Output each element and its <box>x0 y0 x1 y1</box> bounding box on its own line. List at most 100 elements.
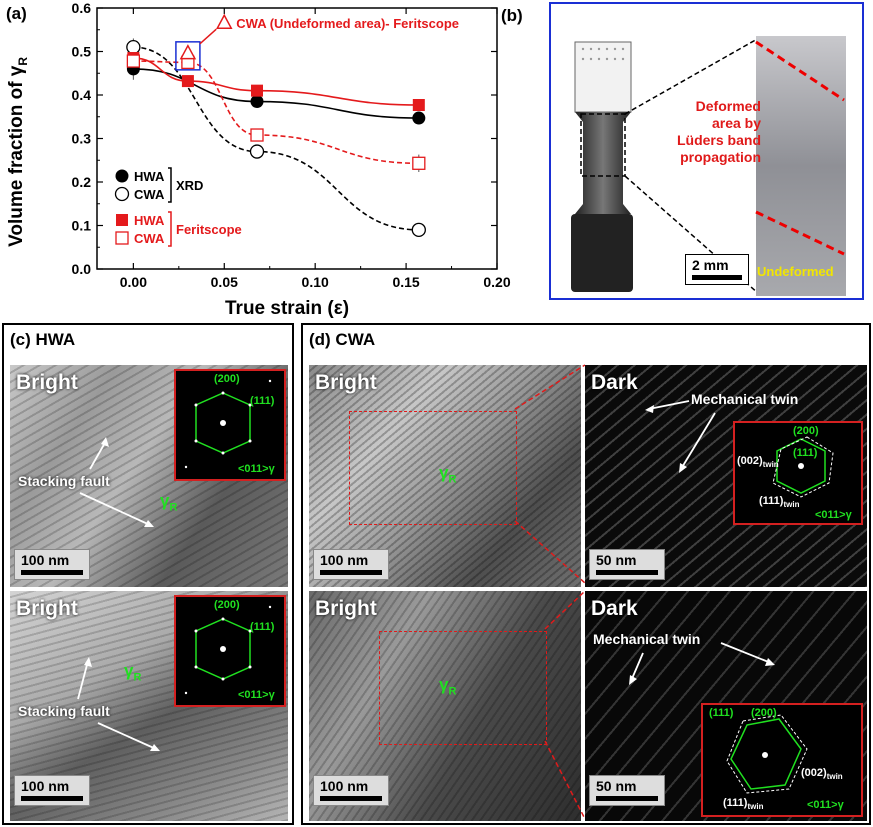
panel-b-scale-text: 2 mm <box>692 257 729 273</box>
hwa-top-zone-axis: <011>γ <box>238 463 275 475</box>
cwa-top-diffraction-inset: (200) (111) (002)twin (111)twin <011>γ <box>733 421 863 525</box>
cwa-bottom-spot-200: (200) <box>751 707 777 719</box>
hwa-bottom-scale-text: 100 nm <box>21 778 70 794</box>
y-tick-label: 0.6 <box>72 0 92 16</box>
series-line-hwa-feritscope <box>133 57 419 106</box>
panel-d-label: (d) CWA <box>309 330 376 349</box>
cwa-top-dark-note: Mechanical twin <box>691 391 799 407</box>
y-tick-label: 0.3 <box>72 131 92 147</box>
cwa-dark-field-top: Dark Mechanical twin 50 nm <box>585 365 867 587</box>
legend-hwa-feritscope-marker <box>116 214 128 226</box>
deformed-line-4: propagation <box>680 149 761 165</box>
hwa-top-scale-text: 100 nm <box>21 552 70 568</box>
series-line-hwa-xrd <box>133 68 419 119</box>
y-tick-label: 0.2 <box>72 174 92 190</box>
legend-xrd-group: XRD <box>176 178 203 193</box>
data-point-cwa-feritscope <box>412 156 426 170</box>
deformed-line-2: area by <box>711 115 761 131</box>
hwa-bottom-mode: Bright <box>16 597 78 620</box>
hwa-top-scale-bar: 100 nm <box>14 549 90 580</box>
cwa-bottom-zone-axis: <011>γ <box>807 799 844 811</box>
legend-feritscope-group: Feritscope <box>176 222 242 237</box>
data-point-cwa-feritscope <box>250 128 264 142</box>
hwa-top-spot-111: (111) <box>250 395 275 407</box>
hwa-top-mode: Bright <box>16 371 78 394</box>
hwa-bottom-zone-axis: <011>γ <box>238 689 275 701</box>
cwa-bright-field-top: Bright γR 100 nm <box>309 365 581 587</box>
undeformed-highlight-box <box>175 41 201 71</box>
cwa-bottom-twin-111: (111)twin <box>723 797 764 812</box>
cwa-bottom-bright-scale-bar: 100 nm <box>313 775 389 806</box>
x-tick-label: 0.10 <box>302 274 329 290</box>
panel-b-scale-line <box>692 275 742 280</box>
legend-hwa-xrd-marker <box>115 169 129 183</box>
x-tick-label: 0.00 <box>120 274 147 290</box>
annotation-text: CWA (Undeformed area)- Feritscope <box>236 16 459 31</box>
x-tick-label: 0.15 <box>392 274 419 290</box>
data-point-cwa-xrd <box>249 144 265 159</box>
y-axis-label-sub: R <box>15 56 30 66</box>
y-tick-label: 0.5 <box>72 44 92 60</box>
hwa-bottom-note: Stacking fault <box>18 703 110 719</box>
data-point-hwa-feritscope <box>251 84 263 97</box>
panel-d: (d) CWA Bright γR 100 nm Dark Mechanical… <box>301 323 871 825</box>
cwa-top-phase: γR <box>439 463 457 486</box>
cwa-bottom-dark-mode: Dark <box>591 597 638 620</box>
legend-xrd-bracket <box>168 167 172 203</box>
cwa-bottom-bright-mode: Bright <box>315 597 377 620</box>
data-point-hwa-xrd <box>250 95 264 109</box>
y-axis-label-holder: Volume fraction of γR <box>0 40 40 280</box>
zoom-line-top <box>624 37 760 115</box>
hwa-bottom-diffraction-inset: (200) (111) <011>γ <box>174 595 286 707</box>
deformed-line-3: Lüders band <box>676 132 761 148</box>
cwa-bottom-spot-111: (111) <box>709 707 734 719</box>
panel-c-label: (c) HWA <box>10 330 76 349</box>
hwa-top-spot-200: (200) <box>214 373 240 385</box>
deformed-area-text: Deformed area by Lüders band propagation <box>649 98 761 166</box>
series-line-cwa-feritscope <box>133 60 419 165</box>
data-point-cwa-feritscope <box>126 54 141 68</box>
cwa-bottom-dark-scale-text: 50 nm <box>596 778 637 794</box>
cwa-bright-field-bottom: Bright γR 100 nm <box>309 591 581 821</box>
luders-front-bottom <box>755 210 845 256</box>
panel-b-label: (b) <box>501 6 523 25</box>
tensile-specimen-figure <box>571 36 846 296</box>
cwa-top-dark-scale-text: 50 nm <box>596 552 637 568</box>
hwa-top-note: Stacking fault <box>18 473 110 489</box>
legend-hwa-xrd: HWA <box>134 169 165 184</box>
data-point-cwa-xrd <box>411 222 426 238</box>
data-point-hwa-feritscope <box>412 99 425 112</box>
legend-cwa-feritscope-marker <box>115 231 129 245</box>
annotation-triangle <box>216 13 233 29</box>
x-axis-label: True strain (ε) <box>225 298 350 319</box>
cwa-top-spot-111: (111) <box>793 447 818 459</box>
annotation-arrow <box>199 28 217 45</box>
y-tick-label: 0.0 <box>72 261 92 277</box>
luders-front-top <box>755 40 845 102</box>
hwa-bottom-phase: γR <box>124 661 142 684</box>
cwa-top-twin-002: (002)twin <box>737 455 779 470</box>
legend-feritscope-bracket <box>168 211 172 247</box>
cwa-bottom-roi-box <box>379 631 547 745</box>
x-tick-label: 0.05 <box>211 274 238 290</box>
cwa-bottom-bright-scale-text: 100 nm <box>320 778 369 794</box>
hwa-bottom-arrows <box>77 657 160 751</box>
cwa-top-zone-axis: <011>γ <box>815 509 852 521</box>
y-tick-label: 0.4 <box>72 87 92 103</box>
cwa-bottom-dark-note: Mechanical twin <box>593 631 701 647</box>
cwa-bottom-phase: γR <box>439 675 457 698</box>
hwa-bottom-spot-200: (200) <box>214 599 240 611</box>
series-line-cwa-xrd <box>133 46 419 231</box>
cwa-bottom-twin-002: (002)twin <box>801 767 843 782</box>
cwa-top-bright-mode: Bright <box>315 371 377 394</box>
data-point-cwa-xrd <box>126 40 141 55</box>
legend-cwa-feritscope: CWA <box>134 231 165 246</box>
deformed-line-1: Deformed <box>695 98 761 114</box>
data-point-cwa-undeformed-area-feritscope <box>179 44 197 60</box>
y-axis-label: Volume fraction of γ <box>6 65 28 247</box>
cwa-top-spot-200: (200) <box>793 425 819 437</box>
data-point-hwa-feritscope <box>181 75 194 88</box>
cwa-top-dark-mode: Dark <box>591 371 638 394</box>
panel-b-scale-bar: 2 mm <box>685 254 749 285</box>
legend-cwa-xrd-marker <box>114 186 130 202</box>
